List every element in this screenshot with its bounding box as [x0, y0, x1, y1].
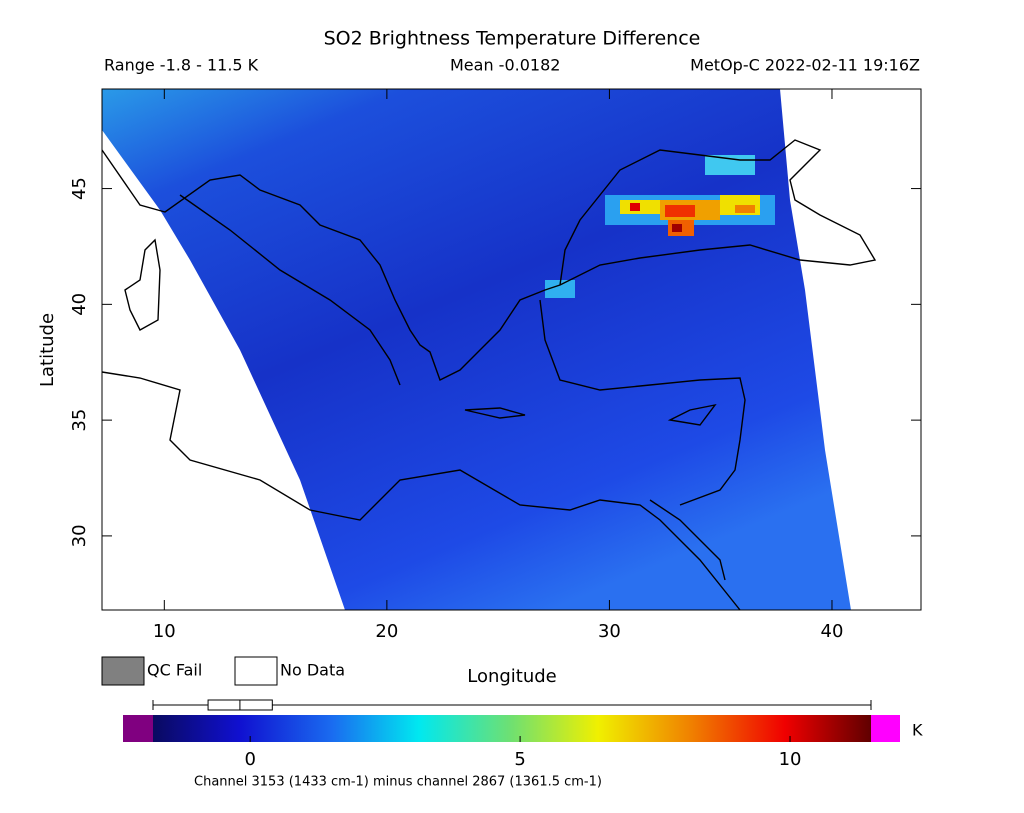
- colorbar-unit: K: [912, 721, 923, 740]
- coastlines: [101, 139, 877, 611]
- colorbar-tick-label: 0: [244, 749, 255, 770]
- colorbar-tick-label: 5: [514, 749, 525, 770]
- colorbar-tick-label: 10: [779, 749, 802, 770]
- map-area: [101, 88, 922, 611]
- x-tick-label: 40: [821, 621, 844, 642]
- colorbar-under: [123, 715, 153, 742]
- y-axis-label: Latitude: [37, 313, 58, 387]
- x-axis-label: Longitude: [467, 666, 557, 687]
- title: SO2 Brightness Temperature Difference: [324, 28, 701, 50]
- x-tick-label: 20: [375, 621, 398, 642]
- legend-swatch: [234, 656, 278, 686]
- x-tick-label: 30: [598, 621, 621, 642]
- source: MetOp-C 2022-02-11 19:16Z: [690, 56, 920, 75]
- range: Range -1.8 - 11.5 K: [104, 56, 259, 75]
- legend-label: QC Fail: [147, 661, 202, 680]
- plot-frame: [101, 88, 922, 611]
- colorbar: [153, 715, 871, 742]
- x-tick-label: 10: [153, 621, 176, 642]
- legend-swatch: [101, 656, 145, 686]
- y-tick-label: 40: [69, 293, 90, 316]
- colorbar-over: [871, 715, 900, 742]
- y-tick-label: 35: [69, 409, 90, 432]
- legend-label: No Data: [280, 661, 345, 680]
- y-tick-label: 45: [69, 177, 90, 200]
- y-tick-label: 30: [69, 524, 90, 547]
- mean: Mean -0.0182: [450, 56, 560, 75]
- footer: Channel 3153 (1433 cm-1) minus channel 2…: [194, 775, 602, 790]
